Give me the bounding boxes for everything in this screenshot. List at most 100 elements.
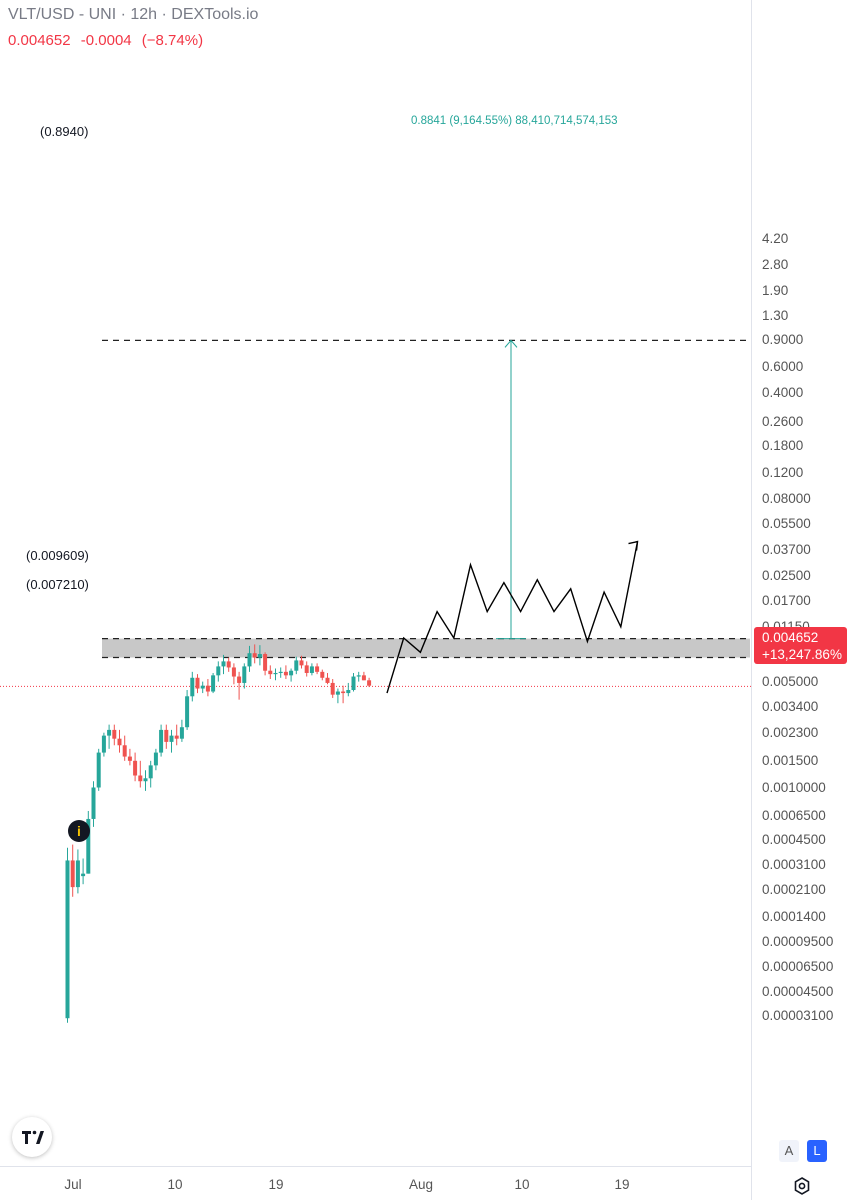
candle-body	[86, 818, 91, 874]
projection-arrowhead	[628, 540, 639, 551]
candle-body	[283, 671, 288, 676]
price-axis-label: 0.1800	[762, 437, 804, 453]
candle-body	[75, 860, 80, 888]
time-axis-label: 10	[167, 1177, 183, 1192]
candle-body	[169, 735, 174, 742]
candle-body	[70, 860, 75, 888]
price-axis-label: 0.01700	[762, 593, 811, 609]
time-axis-label: Aug	[408, 1177, 434, 1192]
candle-body	[294, 660, 299, 671]
zone-bottom-label: (0.007210)	[26, 577, 89, 592]
candle-body	[304, 665, 309, 673]
candle-body	[138, 775, 143, 782]
current-price-tag: 0.004652 +13,247.86%	[754, 627, 847, 664]
time-axis-label: 19	[268, 1177, 284, 1192]
measure-readout: 0.8841 (9,164.55%) 88,410,714,574,153	[411, 115, 618, 127]
price-axis-label: 0.6000	[762, 358, 804, 374]
candle-body	[133, 760, 138, 776]
current-price-value: 0.004652	[762, 630, 819, 645]
candle-body	[101, 735, 106, 753]
price-change-pct: (−8.74%)	[141, 32, 204, 49]
price-axis-label: 0.00006500	[762, 959, 834, 975]
candle-body	[221, 661, 226, 667]
candle-body	[148, 765, 153, 779]
time-axis-label: Jul	[64, 1177, 82, 1192]
price-axis-label: 0.001500	[762, 752, 819, 768]
price-axis-label: 0.002300	[762, 724, 819, 740]
price-axis-label: 0.0001400	[762, 908, 826, 924]
zone-top-label: (0.009609)	[26, 548, 89, 563]
resistance-zone	[102, 638, 750, 658]
candle-body	[211, 675, 216, 692]
candle-body	[361, 675, 366, 681]
candle-body	[195, 677, 200, 689]
price-axis-label: 0.003400	[762, 699, 819, 714]
candle-body	[127, 756, 132, 761]
candle-body	[335, 691, 340, 695]
time-axis-label: 10	[514, 1177, 530, 1192]
candle-body	[247, 653, 252, 667]
price-axis-label: 0.005000	[762, 673, 819, 689]
candle-body	[237, 676, 242, 683]
price-change-readout: 0.004652 -0.0004 (−8.74%)	[8, 32, 209, 49]
price-axis-label: 0.0010000	[762, 779, 826, 795]
price-axis-label: 0.08000	[762, 491, 811, 507]
price-axis-label: 1.90	[762, 282, 789, 298]
candle-body	[351, 676, 356, 691]
candle-body	[226, 661, 231, 668]
price-axis-label: 0.0004500	[762, 832, 826, 847]
candle-body	[179, 727, 184, 739]
auto-scale-button[interactable]: A	[779, 1140, 799, 1162]
candle-body	[273, 672, 278, 675]
candle-body	[330, 682, 335, 695]
last-price: 0.004652	[8, 32, 71, 49]
settings-icon[interactable]	[792, 1176, 812, 1196]
info-event-icon[interactable]: i	[68, 820, 90, 842]
price-axis-label: 0.9000	[762, 331, 804, 347]
candle-body	[122, 745, 127, 757]
target-level-label: (0.8940)	[40, 124, 89, 139]
projection-path	[386, 541, 639, 694]
candle-body	[159, 729, 164, 753]
price-axis-label: 0.2600	[762, 413, 804, 429]
candle-body	[65, 860, 70, 1019]
price-axis-label: 0.05500	[762, 515, 811, 531]
current-price-pct: +13,247.86%	[762, 647, 842, 662]
candle-body	[174, 735, 179, 739]
chart-title: VLT/USD - UNI · 12h · DEXTools.io	[8, 6, 259, 23]
measure-arrowhead	[504, 339, 518, 348]
price-axis-label: 0.00009500	[762, 934, 834, 950]
price-axis-label: 0.4000	[762, 385, 804, 401]
candle-body	[252, 653, 257, 658]
candle-body	[112, 729, 117, 739]
candle-body	[81, 873, 86, 877]
candle-body	[356, 675, 361, 677]
candle-body	[164, 729, 169, 742]
candle-body	[117, 738, 122, 746]
candle-body	[325, 677, 330, 683]
candle-body	[268, 670, 273, 675]
price-axis-label: 4.20	[762, 230, 789, 246]
price-axis-label: 0.03700	[762, 541, 811, 557]
price-axis-label: 0.00004500	[762, 983, 834, 999]
tradingview-logo-icon[interactable]	[12, 1117, 52, 1157]
candle-body	[309, 666, 314, 673]
log-scale-button[interactable]: L	[807, 1140, 827, 1162]
candle-body	[107, 729, 112, 736]
candle-body	[315, 666, 320, 672]
candle-body	[257, 654, 262, 658]
candle-body	[263, 654, 268, 671]
candle-body	[341, 691, 346, 694]
candle-body	[91, 787, 96, 819]
candle-body	[367, 680, 372, 686]
price-axis-label: 0.1200	[762, 464, 804, 480]
price-axis-label: 0.0006500	[762, 807, 826, 823]
candle-body	[143, 778, 148, 782]
candle-body	[205, 685, 210, 692]
time-axis-label: 19	[614, 1177, 630, 1192]
candle-body	[185, 696, 190, 728]
candle-body	[190, 677, 195, 697]
candle-body	[96, 752, 101, 788]
candle-body	[231, 667, 236, 677]
